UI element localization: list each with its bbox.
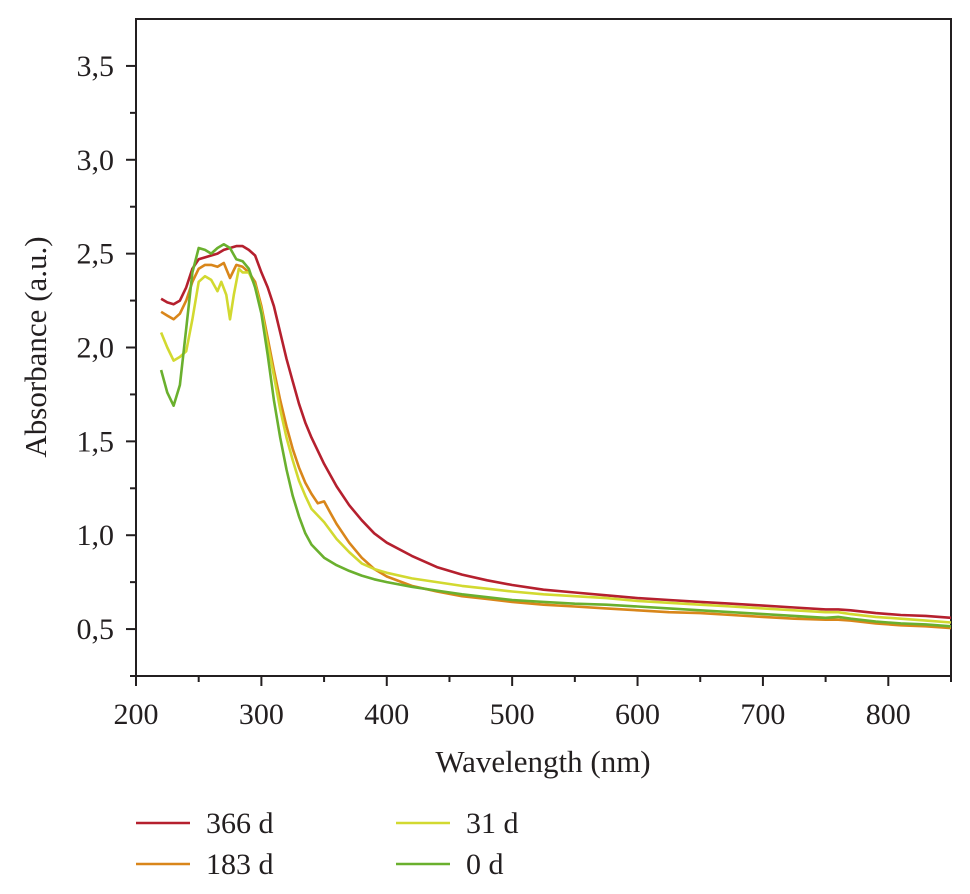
x-axis: 200 300 400 500 600 700 800 — [114, 676, 952, 731]
legend: 366 d 183 d 31 d 0 d — [136, 807, 519, 881]
y-tick-label: 2,0 — [77, 332, 115, 365]
legend-label: 366 d — [206, 807, 274, 840]
legend-label: 0 d — [466, 848, 504, 881]
legend-item: 0 d — [396, 848, 504, 881]
x-tick-label: 500 — [490, 698, 535, 731]
legend-label: 183 d — [206, 848, 274, 881]
series-line-0-d — [159, 243, 952, 628]
y-tick-label: 0,5 — [77, 613, 115, 646]
y-tick-label: 3,0 — [77, 144, 115, 177]
y-tick-label: 3,5 — [77, 50, 115, 83]
series-line-31-d — [159, 267, 952, 624]
x-tick-label: 800 — [866, 698, 911, 731]
y-axis: 0,5 1,0 1,5 2,0 2,5 3,0 3,5 — [77, 50, 136, 677]
x-axis-title: Wavelength (nm) — [435, 744, 650, 779]
legend-label: 31 d — [466, 807, 519, 840]
y-tick-label: 1,0 — [77, 519, 115, 552]
y-axis-title: Absorbance (a.u.) — [18, 236, 53, 457]
x-tick-label: 300 — [239, 698, 284, 731]
legend-item: 183 d — [136, 848, 274, 881]
plot-area — [135, 18, 952, 677]
legend-item: 31 d — [396, 807, 519, 840]
series-lines — [159, 243, 952, 630]
x-tick-label: 600 — [615, 698, 660, 731]
y-tick-label: 1,5 — [77, 425, 115, 458]
series-line-366-d — [160, 244, 952, 620]
x-tick-label: 700 — [740, 698, 785, 731]
plot-frame — [135, 18, 952, 677]
series-line-183-d — [160, 261, 952, 630]
x-tick-label: 200 — [114, 698, 159, 731]
legend-item: 366 d — [136, 807, 274, 840]
y-tick-label: 2,5 — [77, 238, 115, 271]
x-tick-label: 400 — [364, 698, 409, 731]
